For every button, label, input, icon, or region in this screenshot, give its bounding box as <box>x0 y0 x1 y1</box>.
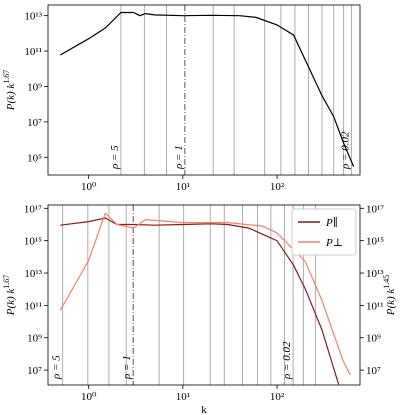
y2-tick-label: 10⁷ <box>366 365 381 377</box>
label-sup: 1.45 <box>382 275 391 289</box>
axis-label: P(k) k1.67 <box>2 275 17 317</box>
y-tick-label: 10⁵ <box>27 152 42 164</box>
y-tick-label: 10⁷ <box>27 365 42 377</box>
y-tick-label: 10¹¹ <box>24 300 42 312</box>
y-tick-label: 10⁷ <box>27 117 42 129</box>
y2-tick-label: 10¹³ <box>366 268 384 280</box>
legend-box <box>291 208 357 256</box>
x-tick-label: 10¹ <box>176 391 190 403</box>
axis-label: P(k) k1.67 <box>2 70 17 112</box>
axis-label: P(k) k1.45 <box>382 275 397 317</box>
label-sup: 1.67 <box>2 275 11 289</box>
annotation: ρ = 0.02 <box>281 341 293 380</box>
y-tick-label: 10¹³ <box>24 268 42 280</box>
x-axis-label: k <box>201 404 207 415</box>
y-tick-label: 10⁹ <box>27 333 42 345</box>
x-tick-label: 10² <box>270 391 285 403</box>
annotation: ρ = 1 <box>121 355 133 380</box>
y-tick-label: 10⁹ <box>27 81 42 93</box>
y-tick-label: 10¹⁵ <box>24 236 42 248</box>
y-tick-label: 10¹¹ <box>24 46 42 58</box>
label-text: P(k) k <box>5 83 17 112</box>
annotation: ρ = 1 <box>173 145 185 170</box>
y2-tick-label: 10¹⁵ <box>366 236 384 248</box>
series-line <box>59 212 351 376</box>
label-text: P(k) k <box>385 288 397 317</box>
legend-label: P∥ <box>325 216 338 229</box>
x-tick-label: 10² <box>270 181 285 193</box>
x-tick-label: 10⁰ <box>81 181 97 193</box>
x-tick-label: 10¹ <box>176 181 190 193</box>
series-line <box>60 217 340 385</box>
plot-frame <box>47 4 361 176</box>
series-line <box>60 11 355 167</box>
label-sup: 1.67 <box>2 70 11 84</box>
y2-tick-label: 10⁹ <box>366 333 381 345</box>
annotation: ρ = 5 <box>51 355 63 380</box>
x-tick-label: 10⁰ <box>81 391 97 403</box>
y-tick-label: 10¹³ <box>24 11 42 23</box>
y2-tick-label: 10¹¹ <box>366 300 384 312</box>
plot-frame <box>47 204 361 386</box>
y-tick-label: 10¹⁷ <box>24 203 42 215</box>
label-text: P(k) k <box>5 288 17 317</box>
y2-tick-label: 10¹⁷ <box>366 203 384 215</box>
annotation: ρ = 5 <box>109 145 121 170</box>
legend-label: P⊥ <box>325 237 343 249</box>
